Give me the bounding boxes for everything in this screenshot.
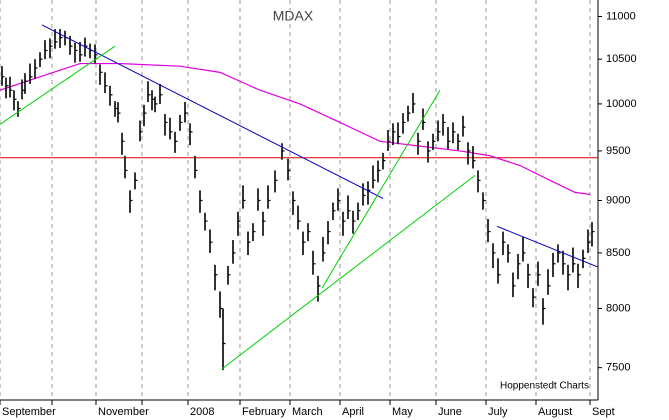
x-tick-label: November bbox=[98, 406, 149, 418]
x-tick-label: 2008 bbox=[190, 406, 214, 418]
y-tick-label: 9500 bbox=[606, 145, 630, 157]
y-tick-label: 10500 bbox=[606, 53, 637, 65]
trend-line bbox=[496, 225, 599, 268]
x-tick-label: August bbox=[538, 406, 572, 418]
x-tick-label: May bbox=[392, 406, 413, 418]
x-tick-label: June bbox=[438, 406, 462, 418]
trend-line bbox=[0, 45, 116, 125]
x-tick-label: April bbox=[342, 406, 364, 418]
y-tick-label: 10000 bbox=[606, 98, 637, 110]
y-tick-label: 11000 bbox=[606, 10, 636, 22]
source-note: Hoppenstedt Charts bbox=[500, 381, 589, 392]
y-tick-label: 9000 bbox=[606, 194, 630, 206]
x-tick-label: July bbox=[488, 406, 508, 418]
x-tick-label: March bbox=[292, 406, 323, 418]
trend-line bbox=[221, 174, 476, 370]
x-tick-label: September bbox=[2, 406, 56, 418]
y-tick-label: 7500 bbox=[606, 362, 630, 374]
y-tick-label: 8000 bbox=[606, 302, 630, 314]
x-tick-label: Sept bbox=[592, 406, 615, 418]
x-tick-label: February bbox=[242, 406, 287, 418]
y-tick-label: 8500 bbox=[606, 247, 630, 259]
chart-title: MDAX bbox=[273, 8, 314, 24]
moving-average bbox=[0, 62, 591, 196]
trend-line bbox=[41, 24, 384, 199]
trend-line bbox=[321, 89, 441, 289]
